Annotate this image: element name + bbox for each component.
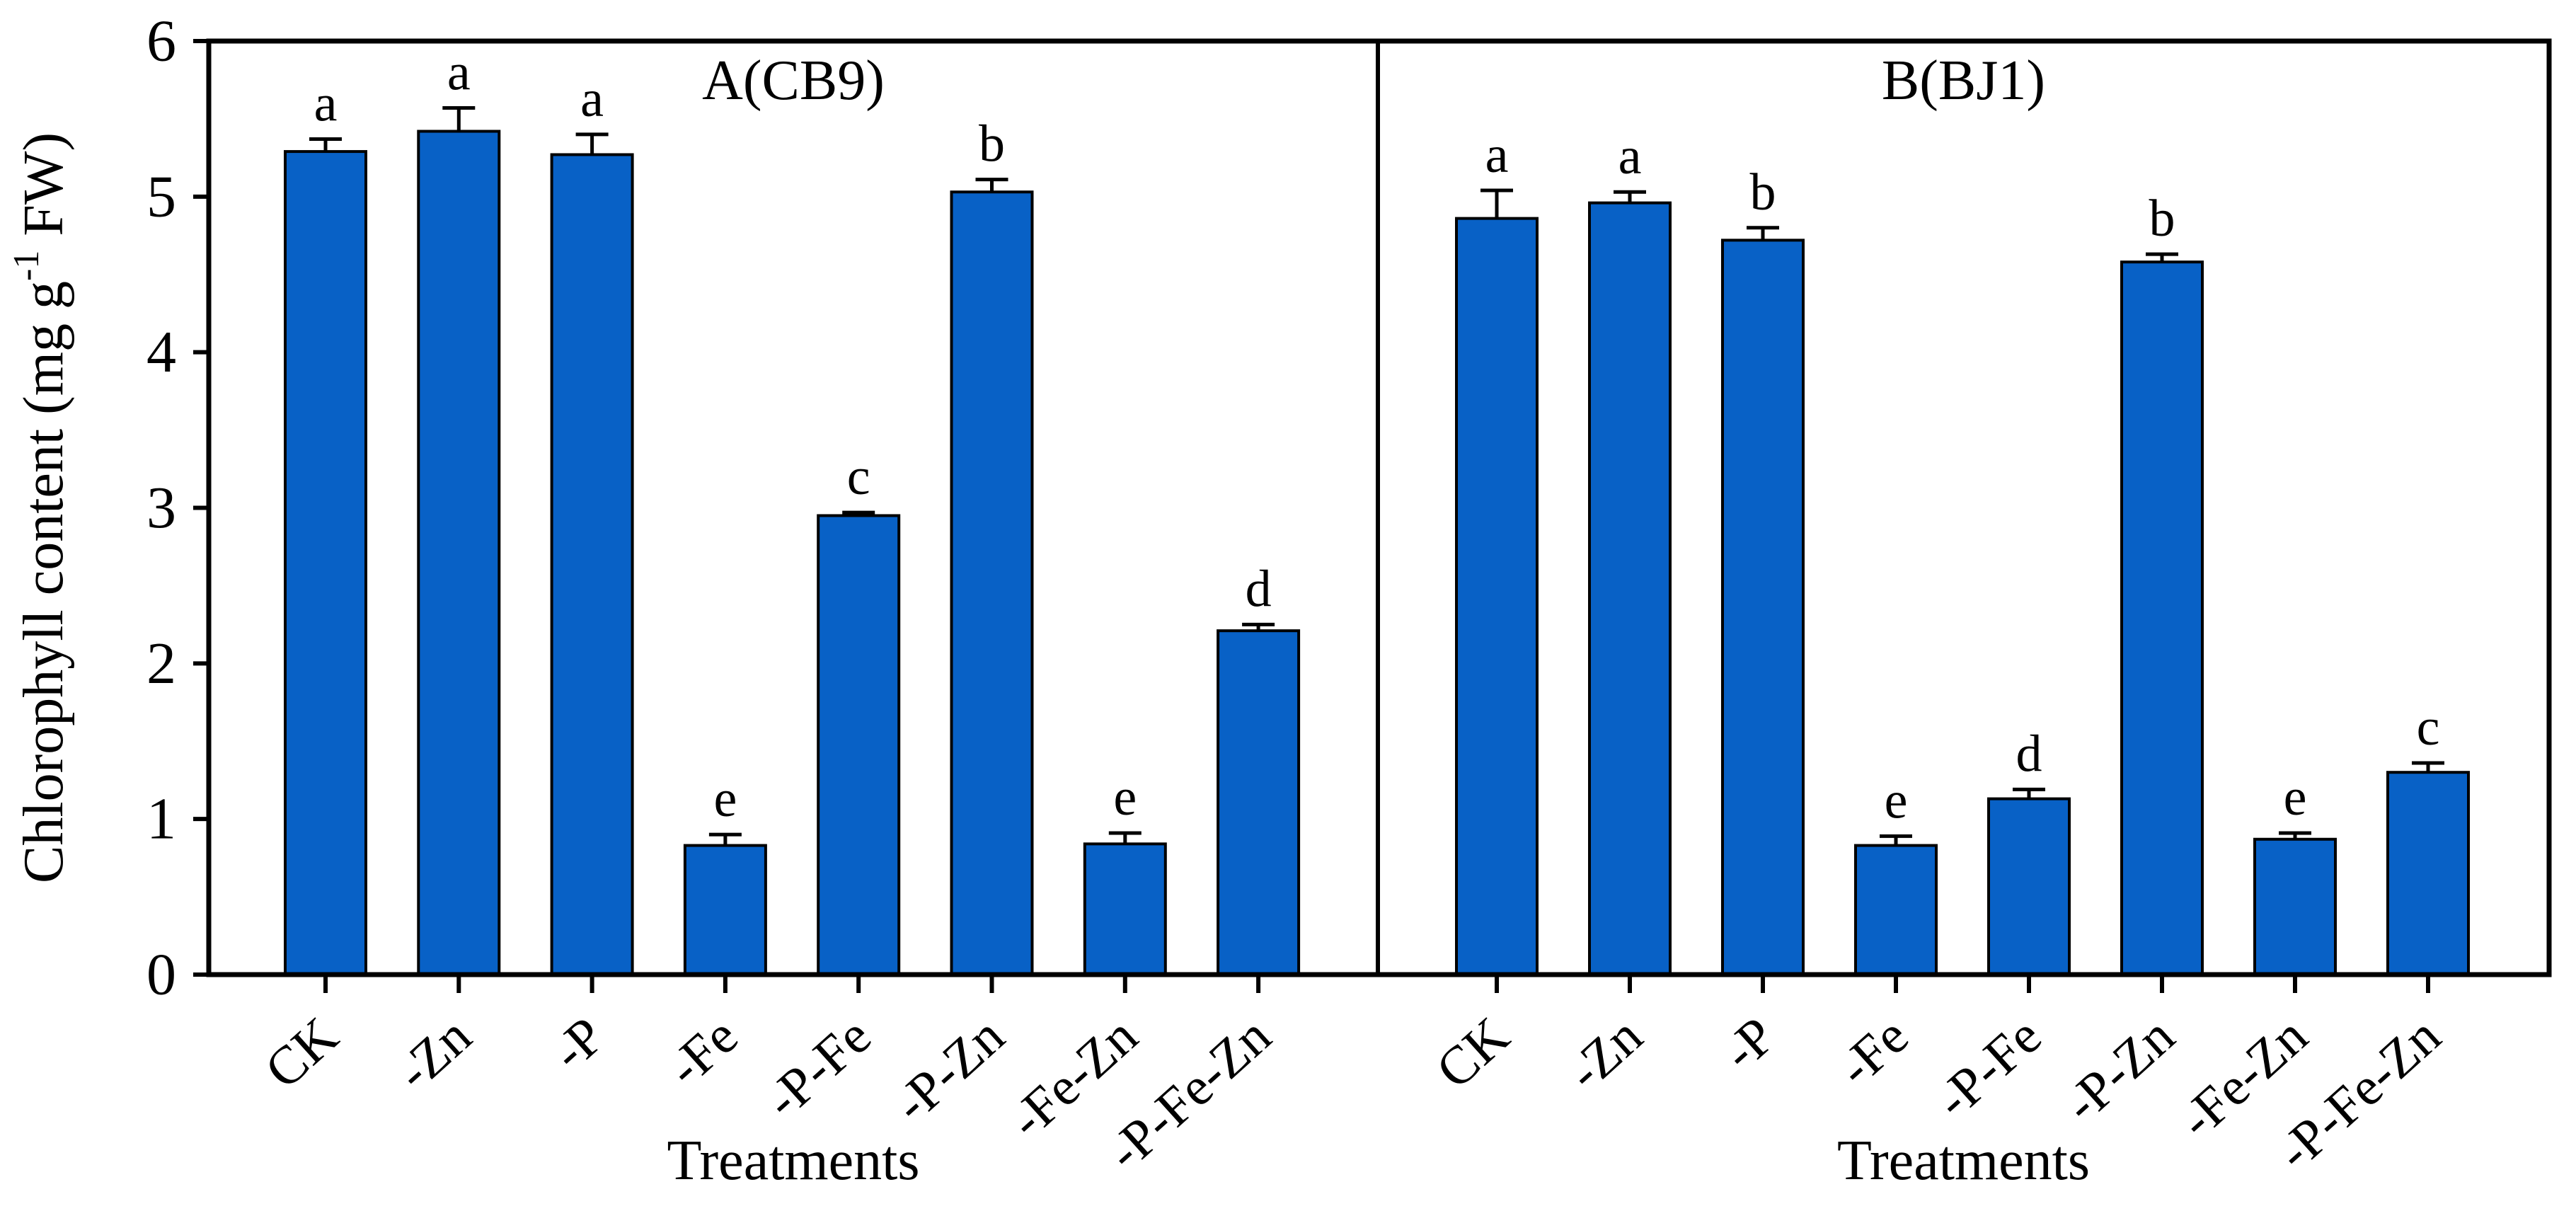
y-axis-title: Chlorophyll content (mg g-1 FW) (6, 132, 75, 883)
sig-letter-A--P: a (580, 70, 604, 128)
bar-A-CK (284, 150, 367, 976)
sig-letter-A--P-Zn: b (979, 115, 1005, 173)
sig-letter-A--Zn: a (447, 44, 471, 102)
x-axis-title-A: Treatments (667, 1130, 919, 1192)
sig-letter-B-CK: a (1485, 126, 1509, 184)
bar-A--P (550, 153, 634, 976)
y-tick-label-3: 3 (146, 475, 176, 541)
bar-A--Fe-Zn (1083, 842, 1167, 976)
bar-B--P-Fe-Zn (2386, 771, 2470, 976)
sig-letter-B--P-Zn: b (2149, 190, 2175, 248)
y-tick-label-0: 0 (146, 942, 176, 1008)
bar-B-CK (1455, 217, 1539, 976)
y-tick-label-1: 1 (146, 786, 176, 852)
sig-letter-A--Fe-Zn: e (1113, 769, 1137, 827)
sig-letter-B--P: b (1750, 163, 1776, 222)
bar-A--Fe (683, 844, 767, 976)
sig-letter-A--P-Fe: c (847, 448, 870, 506)
y-axis-title-main: Chlorophyll content (mg g (13, 281, 75, 883)
sig-letter-A--Fe: e (713, 770, 737, 828)
sig-letter-B--P-Fe: d (2016, 725, 2042, 783)
y-tick-label-5: 5 (146, 163, 176, 229)
y-axis-title-suffix: FW) (13, 132, 75, 251)
y-axis-title-superscript: -1 (6, 251, 47, 281)
bar-B--P (1721, 239, 1805, 976)
panel-title-A: A(CB9) (702, 50, 885, 112)
sig-letter-B--P-Fe-Zn: c (2417, 699, 2440, 757)
sig-letter-B--Fe: e (1885, 771, 1908, 830)
bar-B--Zn (1588, 201, 1672, 976)
bar-A--P-Fe-Zn (1217, 629, 1301, 976)
bar-A--Zn (417, 130, 501, 977)
bar-B--P-Fe (1987, 797, 2071, 977)
x-axis-title-B: Treatments (1837, 1130, 2090, 1192)
bar-B--P-Zn (2120, 260, 2204, 976)
bar-A--P-Zn (950, 190, 1034, 977)
y-tick-label-4: 4 (146, 319, 176, 385)
bar-A--P-Fe (817, 514, 901, 976)
bar-B--Fe-Zn (2253, 837, 2337, 976)
bar-B--Fe (1854, 844, 1938, 976)
sig-letter-A-CK: a (314, 74, 338, 132)
y-tick-label-6: 6 (146, 8, 176, 74)
panel-title-B: B(BJ1) (1882, 50, 2045, 112)
y-tick-label-2: 2 (146, 631, 176, 696)
sig-letter-B--Zn: a (1618, 127, 1642, 185)
sig-letter-B--Fe-Zn: e (2284, 769, 2307, 827)
sig-letter-A--P-Fe-Zn: d (1246, 560, 1272, 618)
